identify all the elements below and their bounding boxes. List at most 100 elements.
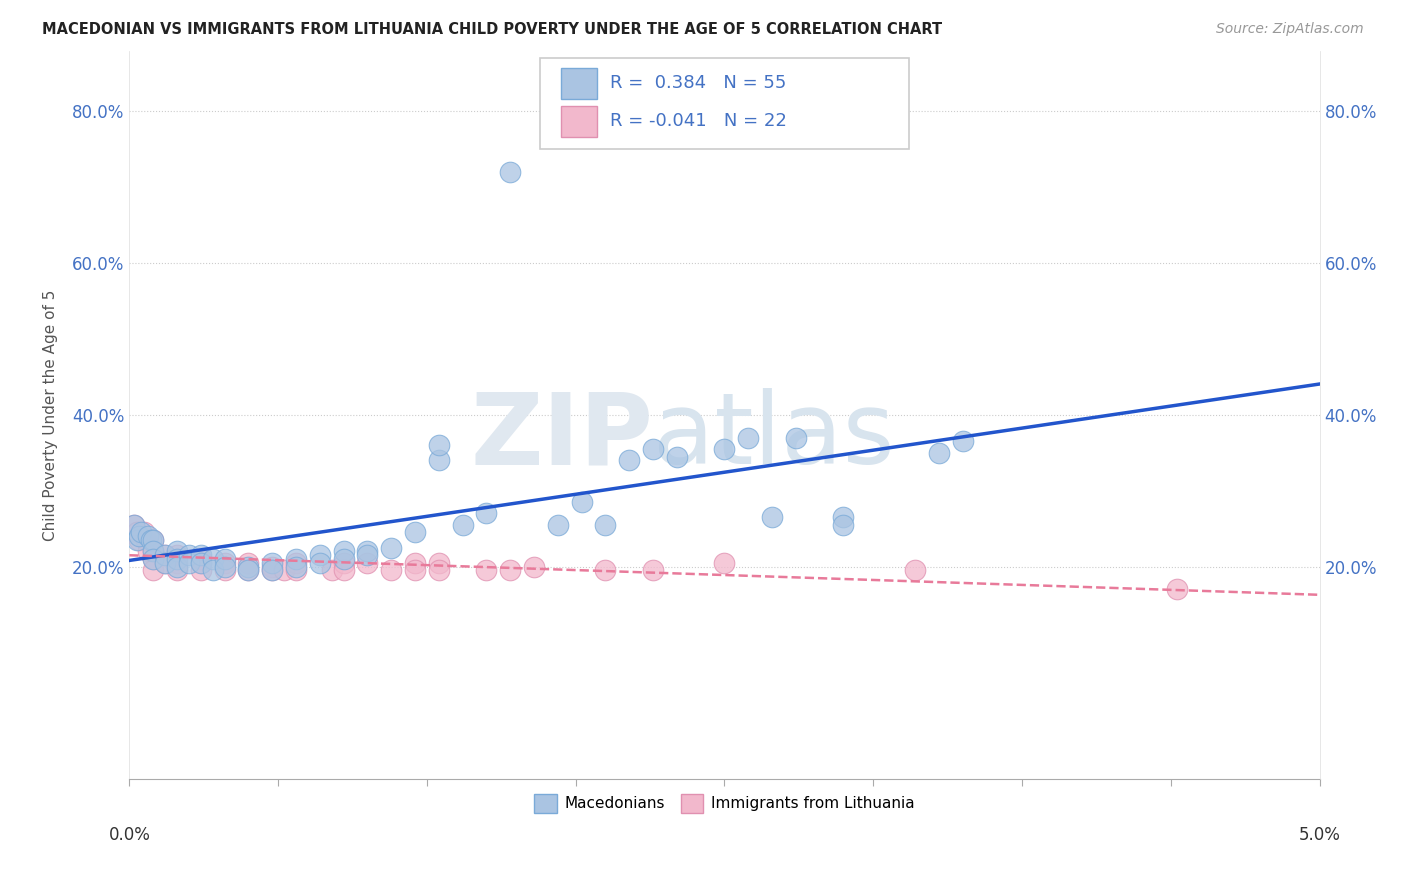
Point bbox=[332, 556, 354, 570]
Point bbox=[547, 517, 569, 532]
Point bbox=[785, 431, 807, 445]
Point bbox=[262, 559, 284, 574]
Point bbox=[713, 556, 735, 570]
Point bbox=[713, 442, 735, 456]
Text: Source: ZipAtlas.com: Source: ZipAtlas.com bbox=[1216, 22, 1364, 37]
Point bbox=[166, 556, 188, 570]
Point bbox=[262, 563, 284, 577]
Point bbox=[190, 556, 212, 570]
Point bbox=[523, 559, 546, 574]
Point bbox=[142, 544, 165, 558]
Legend: Macedonians, Immigrants from Lithuania: Macedonians, Immigrants from Lithuania bbox=[529, 788, 921, 819]
Point bbox=[142, 533, 165, 547]
Text: ZIP: ZIP bbox=[470, 388, 652, 485]
Point bbox=[142, 552, 165, 566]
Point bbox=[1166, 582, 1188, 597]
Point bbox=[332, 552, 354, 566]
Point bbox=[262, 556, 284, 570]
Point bbox=[190, 548, 212, 562]
Text: atlas: atlas bbox=[652, 388, 894, 485]
Point bbox=[832, 517, 855, 532]
Point bbox=[125, 533, 148, 547]
Point bbox=[166, 544, 188, 558]
Point bbox=[128, 529, 150, 543]
Point bbox=[356, 544, 378, 558]
Point bbox=[122, 517, 145, 532]
Point bbox=[285, 563, 308, 577]
Point bbox=[380, 541, 402, 555]
Point bbox=[356, 556, 378, 570]
Point bbox=[128, 533, 150, 547]
Point bbox=[404, 563, 426, 577]
Point bbox=[166, 563, 188, 577]
Point bbox=[619, 453, 641, 467]
Point bbox=[285, 556, 308, 570]
Point bbox=[214, 563, 236, 577]
Point bbox=[571, 495, 593, 509]
Point bbox=[285, 559, 308, 574]
Point bbox=[190, 552, 212, 566]
Point bbox=[641, 563, 664, 577]
Point bbox=[285, 552, 308, 566]
Point bbox=[427, 556, 450, 570]
Point bbox=[177, 556, 200, 570]
Point bbox=[177, 548, 200, 562]
Point bbox=[138, 529, 160, 543]
Point bbox=[273, 563, 295, 577]
Point bbox=[332, 563, 354, 577]
Point bbox=[190, 556, 212, 570]
Point bbox=[427, 563, 450, 577]
Point bbox=[122, 517, 145, 532]
Point bbox=[214, 552, 236, 566]
Text: 5.0%: 5.0% bbox=[1299, 826, 1340, 844]
Point bbox=[153, 548, 176, 562]
Point bbox=[332, 544, 354, 558]
Point bbox=[166, 548, 188, 562]
Point bbox=[238, 559, 260, 574]
Point bbox=[153, 548, 176, 562]
Point bbox=[214, 556, 236, 570]
Point bbox=[952, 434, 974, 449]
Point bbox=[665, 450, 688, 464]
Point bbox=[142, 533, 165, 547]
FancyBboxPatch shape bbox=[561, 106, 598, 136]
Point bbox=[142, 552, 165, 566]
FancyBboxPatch shape bbox=[540, 58, 908, 149]
Y-axis label: Child Poverty Under the Age of 5: Child Poverty Under the Age of 5 bbox=[44, 289, 58, 541]
Point bbox=[142, 563, 165, 577]
Point bbox=[129, 525, 152, 540]
Point bbox=[238, 556, 260, 570]
Point bbox=[404, 525, 426, 540]
Text: R =  0.384   N = 55: R = 0.384 N = 55 bbox=[610, 74, 786, 93]
Point bbox=[595, 517, 617, 532]
Text: 0.0%: 0.0% bbox=[108, 826, 150, 844]
Point bbox=[499, 165, 522, 179]
Point bbox=[475, 507, 498, 521]
Point bbox=[427, 453, 450, 467]
Point bbox=[238, 563, 260, 577]
Point bbox=[928, 446, 950, 460]
Point bbox=[321, 563, 343, 577]
Point bbox=[904, 563, 927, 577]
Point bbox=[832, 510, 855, 524]
Point bbox=[475, 563, 498, 577]
Point bbox=[135, 533, 157, 547]
Point bbox=[380, 563, 402, 577]
Point bbox=[153, 556, 176, 570]
Point bbox=[166, 559, 188, 574]
Point bbox=[201, 563, 224, 577]
Point bbox=[595, 563, 617, 577]
Point bbox=[201, 552, 224, 566]
Point bbox=[138, 544, 160, 558]
Point bbox=[142, 544, 165, 558]
Point bbox=[262, 563, 284, 577]
Point bbox=[641, 442, 664, 456]
Point bbox=[356, 548, 378, 562]
Text: MACEDONIAN VS IMMIGRANTS FROM LITHUANIA CHILD POVERTY UNDER THE AGE OF 5 CORRELA: MACEDONIAN VS IMMIGRANTS FROM LITHUANIA … bbox=[42, 22, 942, 37]
Point bbox=[451, 517, 474, 532]
Point bbox=[132, 525, 155, 540]
Point bbox=[308, 556, 330, 570]
Point bbox=[427, 438, 450, 452]
Point bbox=[166, 552, 188, 566]
FancyBboxPatch shape bbox=[561, 68, 598, 99]
